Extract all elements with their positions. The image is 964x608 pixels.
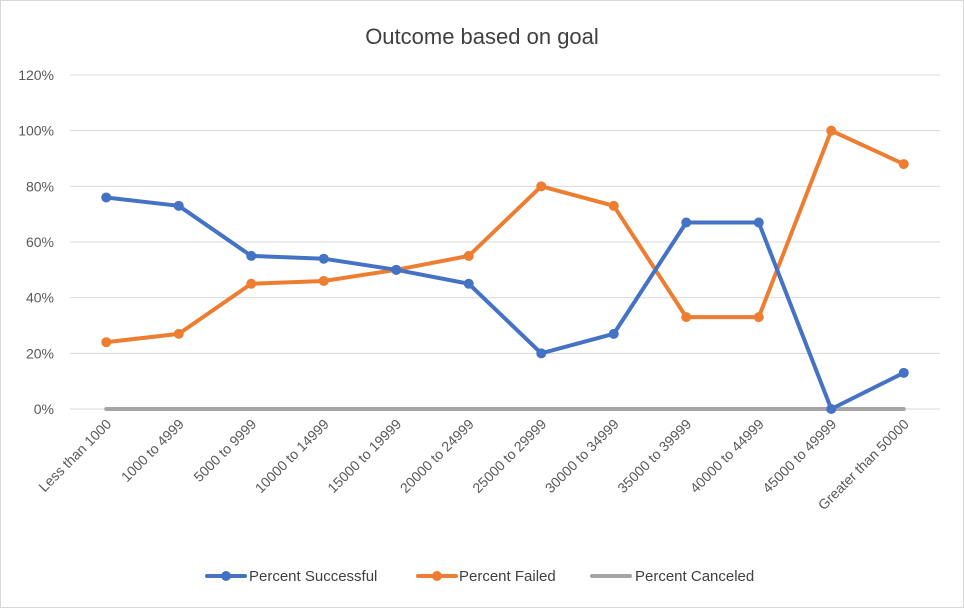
data-point <box>318 253 329 264</box>
chart-title: Outcome based on goal <box>365 24 599 49</box>
data-point <box>826 125 837 136</box>
series-line <box>104 128 906 345</box>
y-tick-label: 60% <box>26 234 54 250</box>
data-point <box>753 312 764 323</box>
y-tick-label: 80% <box>26 178 54 194</box>
legend-marker <box>432 571 442 581</box>
legend-label: Percent Successful <box>249 568 377 585</box>
x-tick-label: 30000 to 34999 <box>542 416 622 496</box>
x-tick-label: 35000 to 39999 <box>614 416 694 496</box>
y-tick-label: 20% <box>26 345 54 361</box>
data-point <box>173 200 184 211</box>
x-axis-ticks: Less than 1000 1000 to 4999 5000 to 999910… <box>35 416 912 513</box>
y-tick-label: 0% <box>34 401 54 417</box>
data-point <box>826 404 837 414</box>
legend: Percent Successful Percent Failed Percent … <box>205 568 754 585</box>
data-point <box>753 217 764 228</box>
data-point <box>608 328 619 339</box>
x-tick-label: 45000 to 49999 <box>759 416 839 496</box>
data-point <box>463 278 474 289</box>
legend-label: Percent Canceled <box>635 568 754 585</box>
x-tick-label: 10000 to 14999 <box>252 416 332 496</box>
x-tick-label: 25000 to 29999 <box>469 416 549 496</box>
series-line <box>104 195 906 411</box>
y-axis-ticks: 0% 20% 40% 60% 80% 100% 120% <box>18 67 54 417</box>
y-tick-label: 100% <box>18 123 54 139</box>
x-tick-label: Less than 1000 <box>35 416 114 495</box>
legend-marker <box>221 571 231 581</box>
data-point <box>536 348 547 359</box>
data-point <box>898 159 909 170</box>
x-tick-label: 15000 to 19999 <box>324 416 404 496</box>
data-point <box>391 264 402 275</box>
data-point <box>463 250 474 261</box>
data-point <box>898 367 909 378</box>
y-tick-label: 120% <box>18 67 54 83</box>
data-point <box>246 278 257 289</box>
x-tick-label: 20000 to 24999 <box>397 416 477 496</box>
data-point <box>318 275 329 286</box>
gridlines <box>70 74 940 410</box>
x-tick-label: 1000 to 4999 <box>118 416 187 485</box>
data-point <box>173 328 184 339</box>
data-point <box>246 250 257 261</box>
data-point <box>681 312 692 323</box>
x-tick-label: 5000 to 9999 <box>190 416 259 485</box>
data-point <box>101 192 112 203</box>
data-point <box>608 200 619 211</box>
y-tick-label: 40% <box>26 290 54 306</box>
legend-label: Percent Failed <box>459 568 556 585</box>
data-point <box>681 217 692 228</box>
x-tick-label: 40000 to 44999 <box>687 416 767 496</box>
data-point <box>536 181 547 192</box>
series-group <box>101 125 909 414</box>
data-point <box>101 337 112 348</box>
